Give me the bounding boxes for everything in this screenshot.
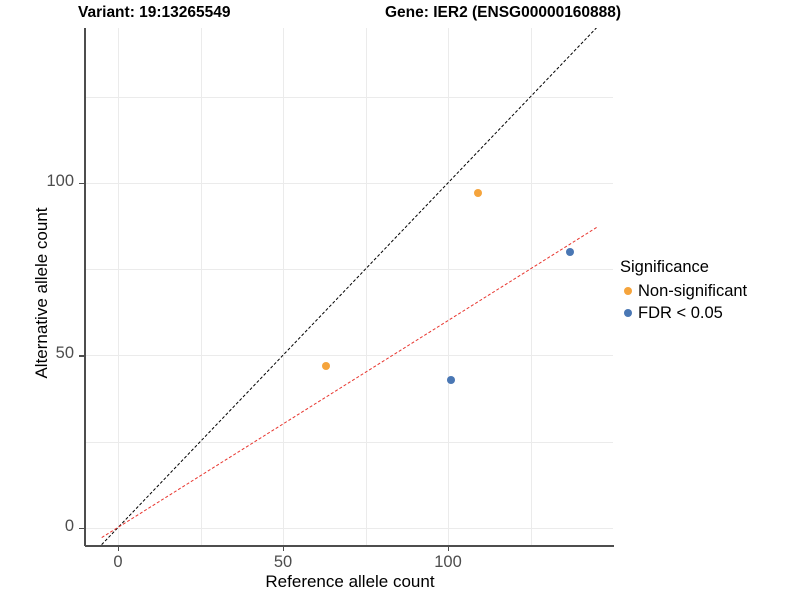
y-axis-tick-label: 100 [46,172,74,191]
x-axis-tick-label: 50 [273,553,293,571]
y-axis-tick [79,527,84,530]
x-axis-title: Reference allele count [265,572,435,591]
x-axis-tick-label: 0 [113,553,123,571]
legend-key-dot-icon [620,306,635,321]
y-axis-tick-label: 50 [55,344,74,363]
legend: Significance Non-significant FDR < 0.05 [620,258,747,324]
legend-items: Non-significant FDR < 0.05 [620,280,747,324]
x-axis-tick [118,546,120,551]
gridline-horizontal [85,527,613,529]
x-axis-tick-label: 100 [434,553,462,571]
legend-item[interactable]: FDR < 0.05 [620,302,747,324]
gridline-vertical [118,28,119,545]
legend-key-dot-icon [620,284,635,299]
gridline-horizontal [85,96,613,98]
gridline-horizontal [85,441,613,443]
gridline-vertical [365,28,367,545]
y-axis-title: Alternative allele count [32,207,51,379]
legend-title: Significance [620,258,709,276]
gridline-horizontal [85,355,613,357]
y-axis-tick-label: 0 [64,516,74,535]
legend-item-label: FDR < 0.05 [638,303,723,322]
legend-item-label: Non-significant [638,281,748,300]
gridline-vertical [283,28,284,545]
x-axis-line [85,545,614,547]
x-axis-tick [448,546,450,551]
y-axis-tick [79,355,84,357]
legend-item[interactable]: Non-significant [620,280,747,302]
gridline-vertical [530,28,532,545]
gridline-vertical [200,28,202,545]
gene-title: Gene: IER2 (ENSG00000160888) [385,4,622,21]
plot-panel [85,28,613,545]
data-point [321,361,330,370]
y-axis-line [84,28,86,546]
data-point [473,189,482,198]
gridline-vertical [448,28,449,545]
data-point [447,375,456,384]
gridline-horizontal [85,269,613,271]
expected-ratio-line [100,227,597,539]
x-axis-tick [283,546,285,551]
data-point [566,248,575,257]
identity-line [100,28,597,545]
gridline-horizontal [85,183,613,185]
variant-title: Variant: 19:13265549 [78,4,231,21]
y-axis-tick [79,183,84,185]
